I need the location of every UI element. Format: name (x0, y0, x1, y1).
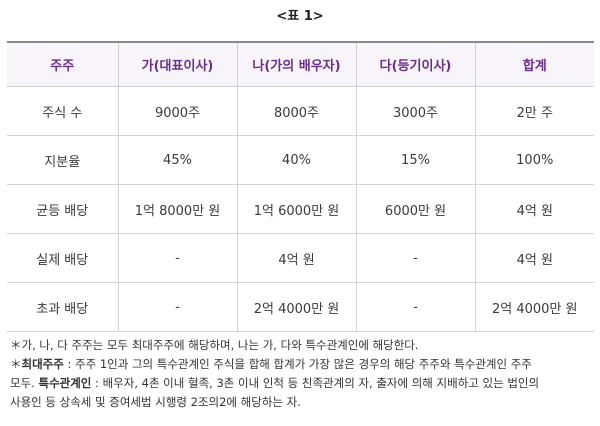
table-row: 실제 배당 - 4억 원 - 4억 원 (7, 233, 594, 283)
table-cell: 40% (236, 135, 357, 185)
table-cell: - (117, 282, 238, 332)
row-label: 초과 배당 (7, 282, 119, 332)
table-cell: - (355, 282, 476, 332)
table-cell: 4억 원 (474, 233, 594, 283)
table-row: 균등 배당 1억 8000만 원 1억 6000만 원 6000만 원 4억 원 (7, 184, 594, 234)
table-row: 초과 배당 - 2억 4000만 원 - 2억 4000만 원 (7, 282, 594, 332)
table-cell: 2만 주 (474, 86, 594, 136)
table-cell: 9000주 (117, 86, 238, 136)
table-cell: - (117, 233, 238, 283)
table-cell: 4억 원 (474, 184, 594, 234)
table-header-row: 주주 가(대표이사) 나(가의 배우자) 다(등기이사) 합계 (7, 42, 594, 87)
row-label: 주식 수 (7, 86, 119, 136)
table-cell: 1억 6000만 원 (236, 184, 357, 234)
row-label: 실제 배당 (7, 233, 119, 283)
header-na: 나(가의 배우자) (236, 42, 357, 87)
table-cell: 3000주 (355, 86, 476, 136)
table-row: 주식 수 9000주 8000주 3000주 2만 주 (7, 86, 594, 136)
header-total: 합계 (474, 42, 594, 87)
footnote-definition: : 주주 1인과 그의 특수관계인 주식을 합해 합계가 가장 많은 경우의 해… (63, 357, 532, 371)
table-cell: 6000만 원 (355, 184, 476, 234)
footnote-line-1: ＊가, 나, 다 주주는 모두 최대주주에 해당하며, 나는 가, 다와 특수관… (10, 338, 419, 352)
dividend-table: 주주 가(대표이사) 나(가의 배우자) 다(등기이사) 합계 주식 수 900… (7, 41, 594, 332)
footnotes: ＊가, 나, 다 주주는 모두 최대주주에 해당하며, 나는 가, 다와 특수관… (10, 336, 594, 412)
table-caption: <표 1> (276, 9, 324, 24)
header-da: 다(등기이사) (355, 42, 476, 87)
header-ga: 가(대표이사) (117, 42, 238, 87)
header-shareholder: 주주 (7, 42, 119, 87)
table-cell: 100% (474, 135, 594, 185)
row-label: 지분율 (7, 135, 119, 185)
table-cell: 45% (117, 135, 238, 185)
table-row: 지분율 45% 40% 15% 100% (7, 135, 594, 185)
footnote-line-3: 모두. 특수관계인 : 배우자, 4촌 이내 혈족, 3촌 이내 인척 등 친족… (10, 374, 594, 393)
footnote-star: ＊ (10, 357, 22, 371)
footnote-text: 모두. (10, 376, 39, 390)
footnote-term-major-shareholder: 최대주주 (21, 357, 64, 371)
table-cell: 4억 원 (236, 233, 357, 283)
table-cell: 1억 8000만 원 (117, 184, 238, 234)
table-cell: 2억 4000만 원 (474, 282, 594, 332)
row-label: 균등 배당 (7, 184, 119, 234)
footnote-term-related-party: 특수관계인 (38, 376, 92, 390)
table-cell: 15% (355, 135, 476, 185)
footnote-definition: : 배우자, 4촌 이내 혈족, 3촌 이내 인척 등 친족관계의 자, 출자에… (91, 376, 540, 390)
table-cell: - (355, 233, 476, 283)
footnote-line-2: ＊최대주주 : 주주 1인과 그의 특수관계인 주식을 합해 합계가 가장 많은… (10, 355, 594, 374)
footnote-line-4: 사용인 등 상속세 및 증여세법 시행령 2조의2에 해당하는 자. (10, 395, 301, 409)
table-cell: 8000주 (236, 86, 357, 136)
table-cell: 2억 4000만 원 (236, 282, 357, 332)
